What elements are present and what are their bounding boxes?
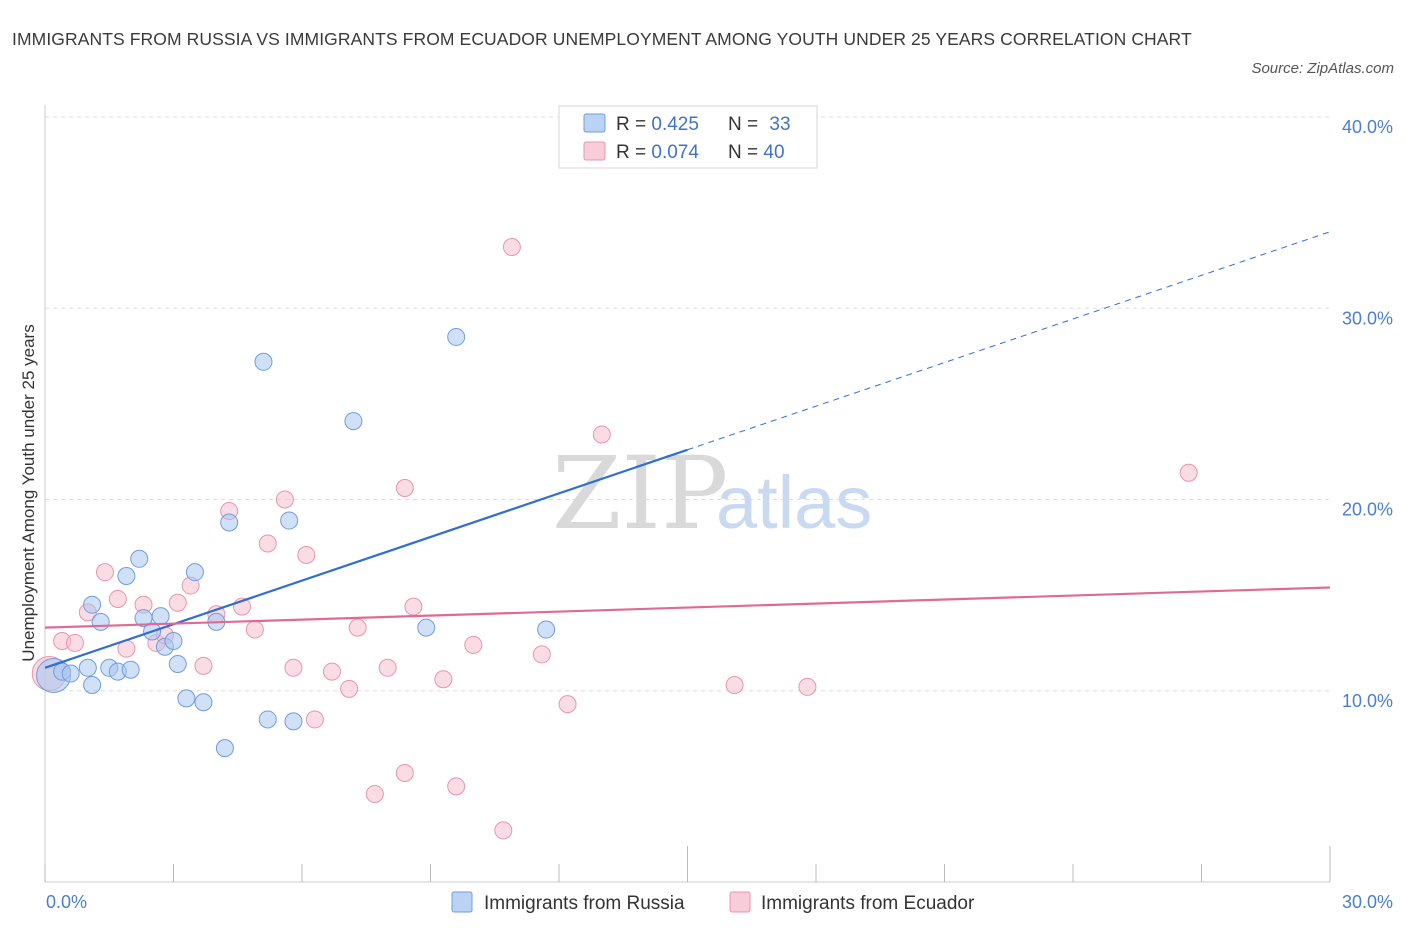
bottom-legend-russia: Immigrants from Russia [484, 893, 685, 914]
ecuador-point [365, 785, 384, 804]
ecuador-point [592, 425, 611, 444]
russia-point [220, 513, 239, 532]
russia-point [537, 620, 556, 639]
russia-point [78, 658, 97, 677]
series-russia-points [36, 327, 556, 758]
watermark-atlas: atlas [716, 461, 872, 544]
legend-n-label-russia: N = [728, 114, 763, 135]
ecuador-point [258, 534, 277, 553]
ecuador-point [502, 238, 521, 257]
chart-title: IMMIGRANTS FROM RUSSIA VS IMMIGRANTS FRO… [12, 29, 1192, 49]
russia-point [344, 412, 363, 431]
bottom-legend-ecuador: Immigrants from Ecuador [761, 893, 975, 914]
y-axis-label: Unemployment Among Youth under 25 years [19, 324, 38, 661]
y-tick-label: 10.0% [1342, 691, 1393, 711]
y-tick-label: 30.0% [1342, 308, 1393, 328]
russia-point [130, 549, 149, 568]
russia-point [151, 607, 170, 626]
ecuador-point [798, 677, 817, 696]
legend-r-value-ecuador: 0.074 [651, 142, 699, 163]
bottom-legend-swatch-russia [451, 891, 473, 913]
svg-text:N = 33: N = 33 [728, 114, 791, 135]
ecuador-point [532, 645, 551, 664]
source-label: Source: ZipAtlas.com [1251, 60, 1394, 77]
ecuador-point [65, 633, 84, 652]
ecuador-point [340, 679, 359, 698]
ecuador-point [1179, 463, 1198, 482]
ecuador-point [284, 658, 303, 677]
ecuador-point [725, 676, 744, 695]
ecuador-point [305, 710, 324, 729]
ecuador-point [464, 635, 483, 654]
russia-point [83, 595, 102, 614]
russia-point [177, 689, 196, 708]
watermark-zip: ZIP [552, 435, 728, 552]
x-tick-label: 30.0% [1342, 892, 1393, 912]
legend-swatch-ecuador [583, 141, 606, 161]
ecuador-point [434, 670, 453, 689]
y-tick-label: 20.0% [1342, 500, 1393, 520]
tick-labels: 10.0% 20.0% 30.0% 40.0% 0.0% 30.0% [46, 117, 1393, 912]
x-tick-label: 0.0% [46, 892, 87, 912]
watermark: ZIP atlas [552, 435, 872, 552]
ecuador-point [395, 763, 414, 782]
russia-point [417, 618, 436, 637]
ecuador-point [395, 479, 414, 498]
ecuador-trend-line [44, 586, 1331, 629]
ecuador-point [494, 821, 513, 840]
russia-trend-extension [687, 231, 1331, 451]
russia-point [194, 693, 213, 712]
russia-point [121, 660, 140, 679]
ecuador-point [348, 618, 367, 637]
legend-r-label-russia: R = [616, 114, 651, 135]
series-ecuador-points [31, 238, 1198, 840]
legend-n-value-russia: 33 [769, 114, 790, 135]
bottom-legend: Immigrants from Russia Immigrants from E… [451, 891, 975, 914]
ecuador-point [275, 490, 294, 509]
ecuador-point [168, 593, 187, 612]
russia-point [91, 612, 110, 631]
legend-r-value-russia: 0.425 [651, 114, 699, 135]
legend-box: R = 0.425 N = 33 R = 0.074 N = 40 [558, 105, 818, 169]
ecuador-point [194, 656, 213, 675]
russia-trend-line [44, 448, 688, 669]
y-tick-label: 40.0% [1342, 117, 1393, 137]
russia-point [61, 664, 80, 683]
legend-n-value-ecuador: 40 [763, 142, 784, 163]
trend-lines [44, 231, 1331, 669]
ecuador-point [95, 563, 114, 582]
russia-point [168, 654, 187, 673]
ecuador-point [108, 589, 127, 608]
ecuador-point [404, 597, 423, 616]
russia-point [83, 676, 102, 695]
russia-point [215, 739, 234, 758]
svg-text:R = 0.074: R = 0.074 [616, 142, 699, 163]
svg-text:R = 0.425: R = 0.425 [616, 114, 699, 135]
russia-point [164, 632, 183, 651]
russia-point [280, 511, 299, 530]
svg-text:N = 40: N = 40 [728, 142, 785, 163]
legend-n-label-ecuador: N = [728, 142, 763, 163]
ecuador-point [322, 662, 341, 681]
russia-point [258, 710, 277, 729]
ecuador-point [245, 620, 264, 639]
bottom-legend-swatch-ecuador [729, 891, 751, 913]
axes [44, 105, 1331, 883]
russia-point [117, 567, 136, 585]
ecuador-point [378, 658, 397, 677]
legend-r-label-ecuador: R = [616, 142, 651, 163]
russia-point [254, 352, 273, 371]
legend-swatch-russia [583, 113, 606, 133]
ecuador-point [447, 777, 466, 796]
russia-point [185, 563, 204, 582]
russia-point [284, 712, 303, 731]
ecuador-point [558, 695, 577, 714]
ecuador-point [297, 545, 316, 564]
russia-point [447, 327, 466, 346]
